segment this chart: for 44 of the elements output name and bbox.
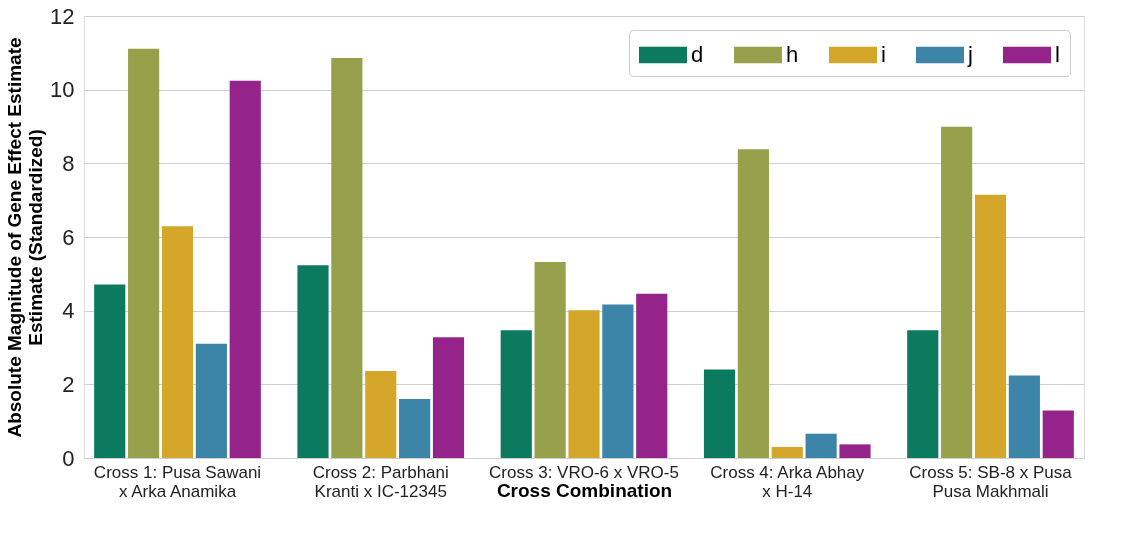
bar bbox=[297, 265, 329, 458]
legend-label: i bbox=[881, 42, 886, 67]
bar bbox=[161, 226, 194, 458]
bar bbox=[941, 126, 973, 458]
bar bbox=[1008, 375, 1040, 458]
bar bbox=[128, 48, 160, 458]
bar bbox=[1042, 410, 1074, 458]
x-tick-label: Cross 2: Parbhani Kranti x IC-12345 bbox=[312, 462, 449, 501]
bar bbox=[703, 369, 736, 458]
bar bbox=[568, 310, 600, 458]
bar bbox=[737, 149, 769, 458]
x-tick-label: Cross 3: VRO-6 x VRO-5 bbox=[489, 462, 679, 482]
bar bbox=[839, 444, 871, 458]
bar bbox=[399, 399, 431, 458]
bar bbox=[94, 284, 126, 458]
x-axis-title: Cross Combination bbox=[496, 479, 673, 501]
y-tick-label: 12 bbox=[50, 3, 75, 29]
bar bbox=[365, 371, 397, 458]
y-axis-title: Absolute Magnitude of Gene Effect Estimate Estimate (Standardized) bbox=[4, 37, 47, 438]
bar bbox=[602, 304, 634, 458]
bar bbox=[331, 57, 363, 458]
bar bbox=[771, 446, 803, 458]
bar bbox=[195, 343, 227, 458]
bar bbox=[805, 433, 837, 458]
legend-label: d bbox=[691, 42, 704, 67]
x-tick-label: Cross 1: Pusa Sawani x Arka Anamika bbox=[93, 462, 262, 501]
legend-label: l bbox=[1055, 42, 1060, 67]
bar bbox=[432, 337, 465, 458]
legend-label: j bbox=[967, 42, 973, 67]
y-tick-label: 2 bbox=[62, 371, 75, 397]
x-tick-label: Cross 5: SB-8 x Pusa Pusa Makhmali bbox=[909, 462, 1073, 501]
y-tick-label: 6 bbox=[62, 224, 75, 250]
bar bbox=[636, 293, 668, 458]
bar bbox=[974, 194, 1007, 458]
bar bbox=[534, 262, 566, 458]
legend-label: h bbox=[786, 42, 799, 67]
y-tick-label: 0 bbox=[62, 445, 75, 471]
x-tick-label: Cross 4: Arka Abhay x H-14 bbox=[710, 462, 865, 501]
y-tick-label: 10 bbox=[50, 77, 75, 103]
y-tick-label: 8 bbox=[62, 150, 75, 176]
bar bbox=[907, 330, 939, 458]
y-tick-label: 4 bbox=[62, 298, 75, 324]
bar bbox=[229, 80, 261, 458]
bar bbox=[500, 330, 532, 458]
